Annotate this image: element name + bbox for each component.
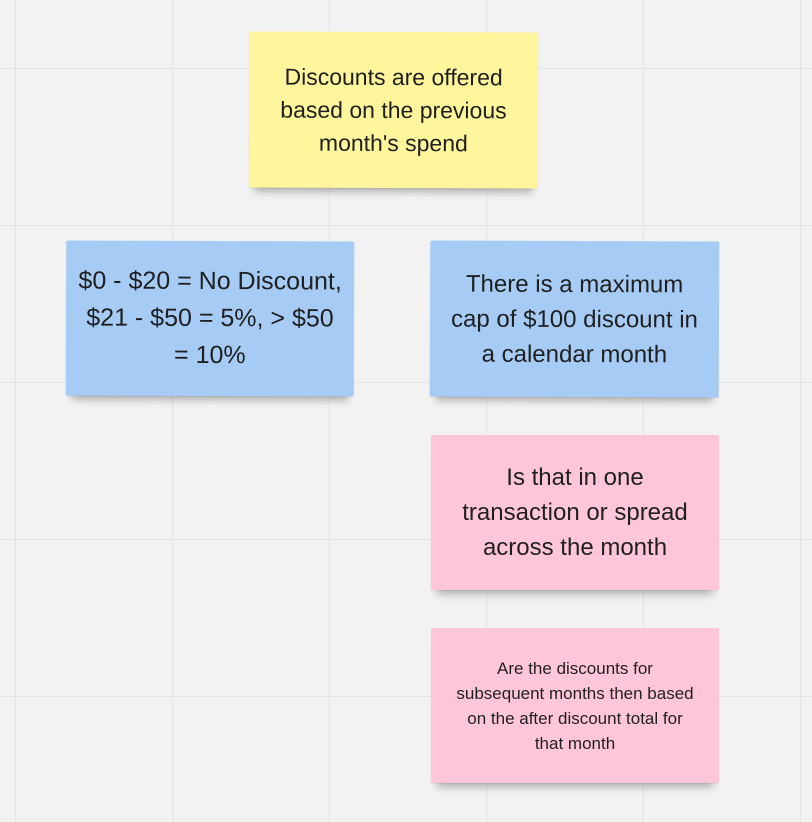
sticky-note-transaction-question[interactable]: Is that in one transaction or spread acr…: [431, 435, 719, 590]
sticky-note-text: Is that in one transaction or spread acr…: [462, 464, 688, 561]
sticky-note-text: There is a maximum cap of $100 discount …: [451, 270, 698, 368]
sticky-note-maximum-cap[interactable]: There is a maximum cap of $100 discount …: [429, 240, 720, 398]
sticky-note-text: Discounts are offered based on the previ…: [280, 63, 507, 156]
sticky-note-text: $0 - $20 = No Discount, $21 - $50 = 5%, …: [78, 266, 342, 370]
sticky-note-subsequent-months-question[interactable]: Are the discounts for subsequent months …: [431, 628, 719, 783]
sticky-note-previous-month-spend[interactable]: Discounts are offered based on the previ…: [248, 31, 539, 189]
sticky-note-text: Are the discounts for subsequent months …: [456, 658, 694, 753]
sticky-note-discount-tiers[interactable]: $0 - $20 = No Discount, $21 - $50 = 5%, …: [65, 240, 355, 397]
